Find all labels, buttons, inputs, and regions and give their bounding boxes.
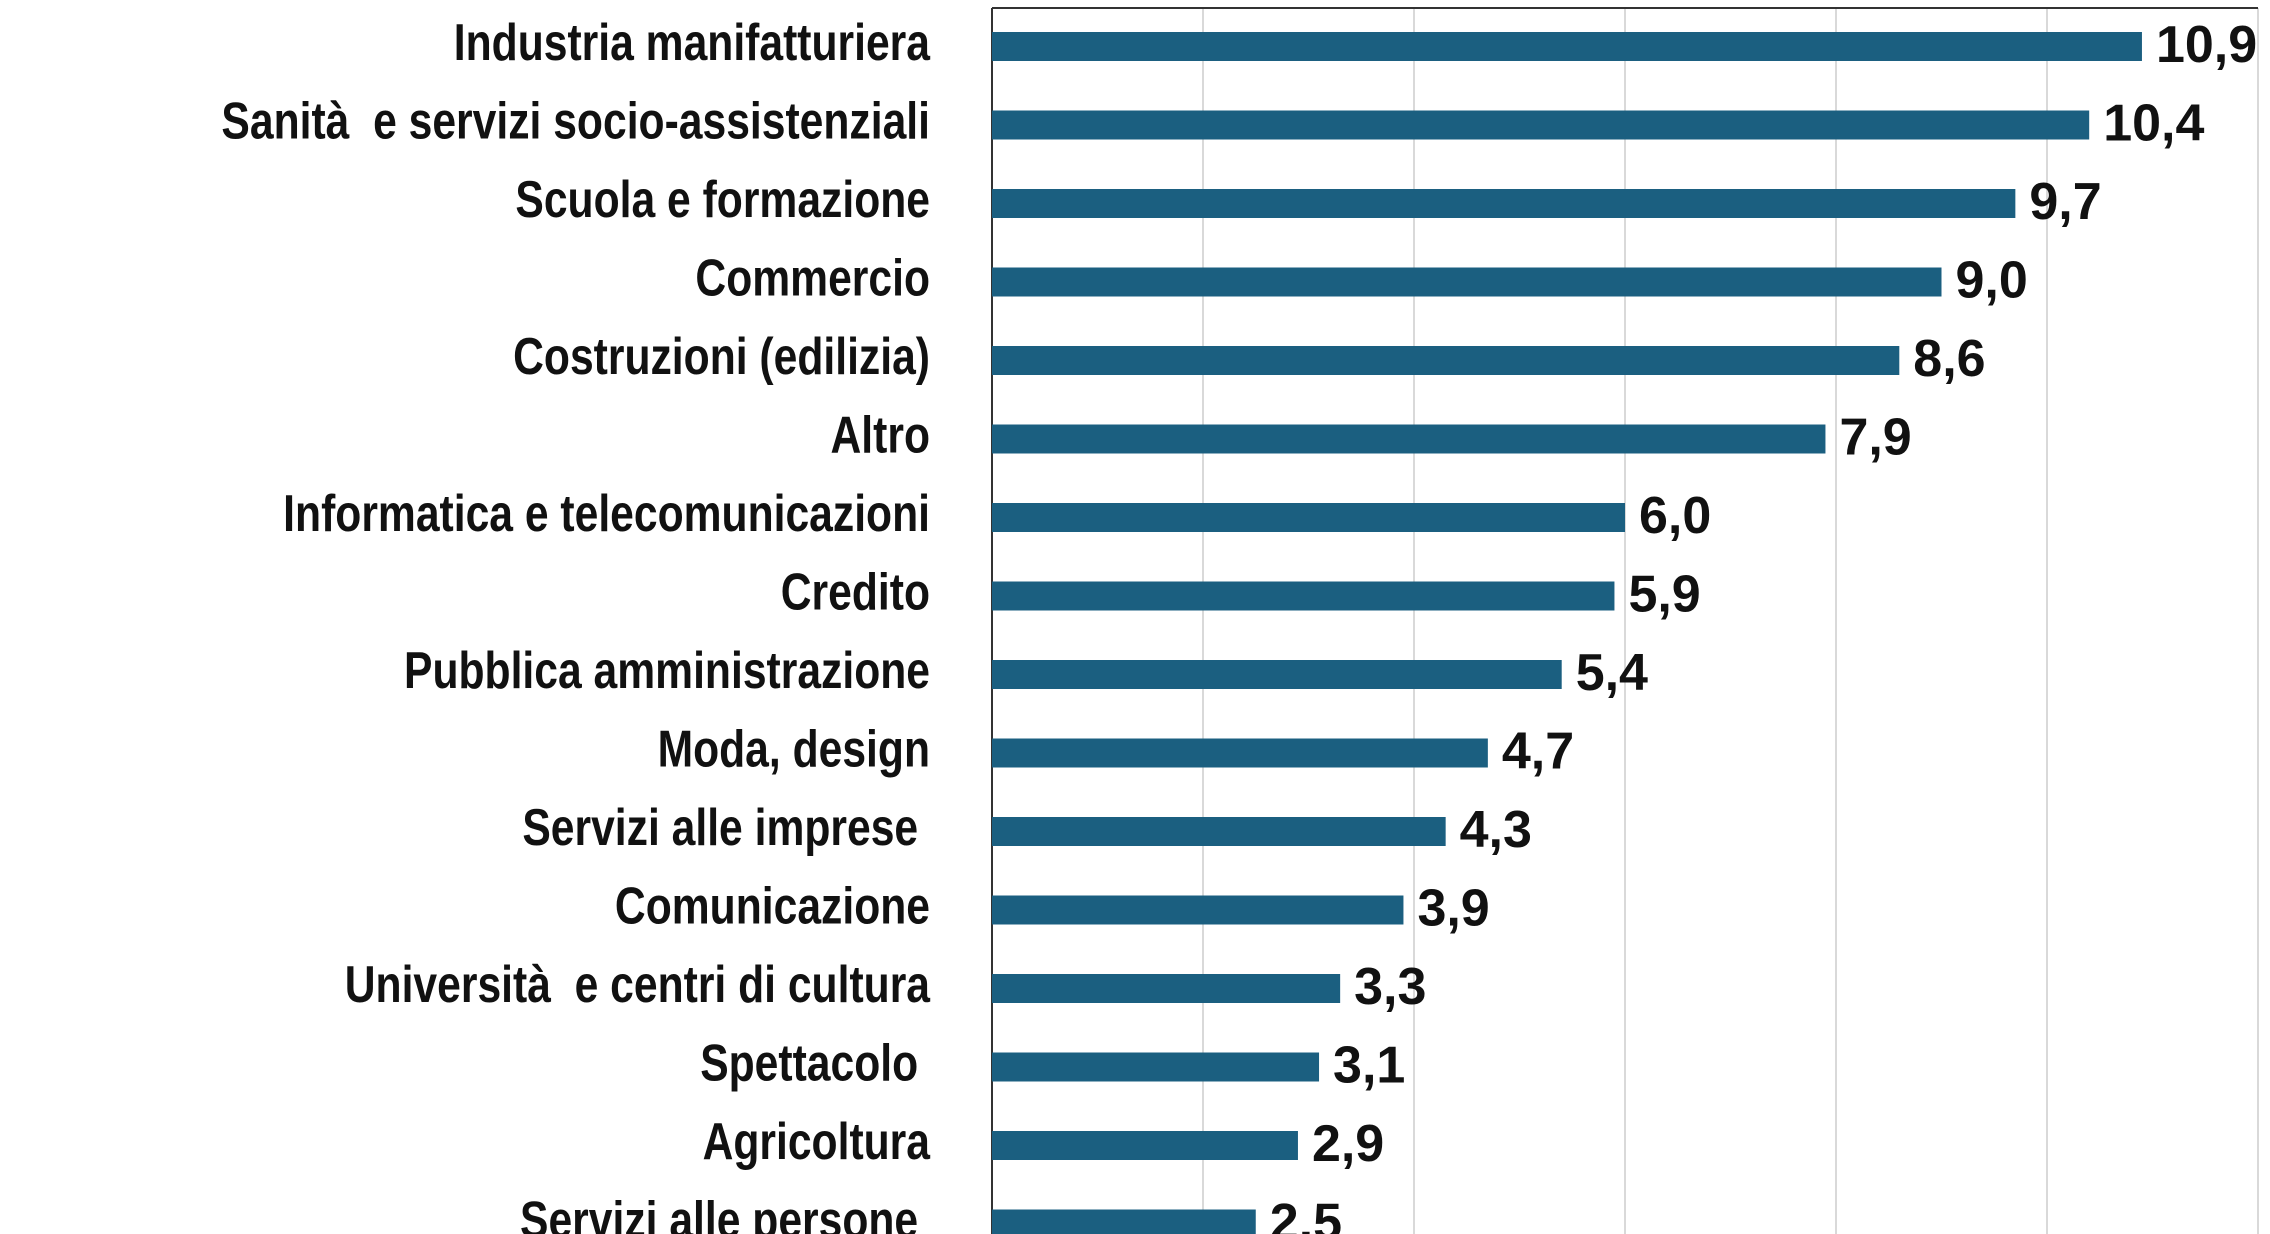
value-label: 3,9 <box>1417 880 1489 938</box>
value-label: 4,3 <box>1460 801 1532 859</box>
bar <box>992 1209 1256 1234</box>
bar <box>992 503 1625 532</box>
category-label: Industria manifatturiera <box>454 14 931 72</box>
value-label: 9,0 <box>1956 252 2028 310</box>
value-label: 5,9 <box>1628 566 1700 624</box>
bar <box>992 110 2090 140</box>
value-label: 6,0 <box>1639 487 1711 545</box>
category-label: Altro <box>831 407 930 465</box>
category-label: Università e centri di cultura <box>345 956 931 1014</box>
category-label: Informatica e telecomunicazioni <box>283 485 930 543</box>
category-label: Agricoltura <box>703 1113 931 1171</box>
bar <box>992 267 1942 297</box>
category-label: Commercio <box>695 250 930 308</box>
bar <box>992 32 2142 61</box>
value-label: 3,3 <box>1354 958 1426 1016</box>
bar <box>992 895 1404 925</box>
value-label: 2,5 <box>1270 1194 1342 1234</box>
value-label: 8,6 <box>1913 330 1985 388</box>
value-label: 4,7 <box>1502 723 1574 781</box>
value-label: 9,7 <box>2029 173 2101 231</box>
category-label: Servizi alle persone <box>520 1192 930 1234</box>
bar <box>992 581 1615 611</box>
category-label: Moda, design <box>658 721 930 779</box>
bar <box>992 974 1341 1003</box>
value-label: 10,4 <box>2103 95 2204 153</box>
bar <box>992 424 1826 454</box>
bar <box>992 189 2016 218</box>
category-label: Spettacolo <box>700 1035 930 1093</box>
value-label: 10,9 <box>2156 16 2257 74</box>
category-label: Sanità e servizi socio-assistenziali <box>221 93 930 151</box>
bar <box>992 1052 1320 1082</box>
value-label: 3,1 <box>1333 1037 1405 1095</box>
bar <box>992 817 1446 846</box>
bar <box>992 1131 1298 1160</box>
category-label: Costruzioni (edilizia) <box>513 328 930 386</box>
bar <box>992 346 1900 375</box>
bar <box>992 738 1488 768</box>
category-label: Scuola e formazione <box>515 171 930 229</box>
value-label: 7,9 <box>1839 409 1911 467</box>
bar <box>992 660 1562 689</box>
category-label: Comunicazione <box>615 878 930 936</box>
value-label: 2,9 <box>1312 1115 1384 1173</box>
value-label: 5,4 <box>1576 644 1648 702</box>
category-label: Servizi alle imprese <box>522 799 930 857</box>
category-label: Pubblica amministrazione <box>404 642 930 700</box>
category-label: Credito <box>781 564 930 622</box>
